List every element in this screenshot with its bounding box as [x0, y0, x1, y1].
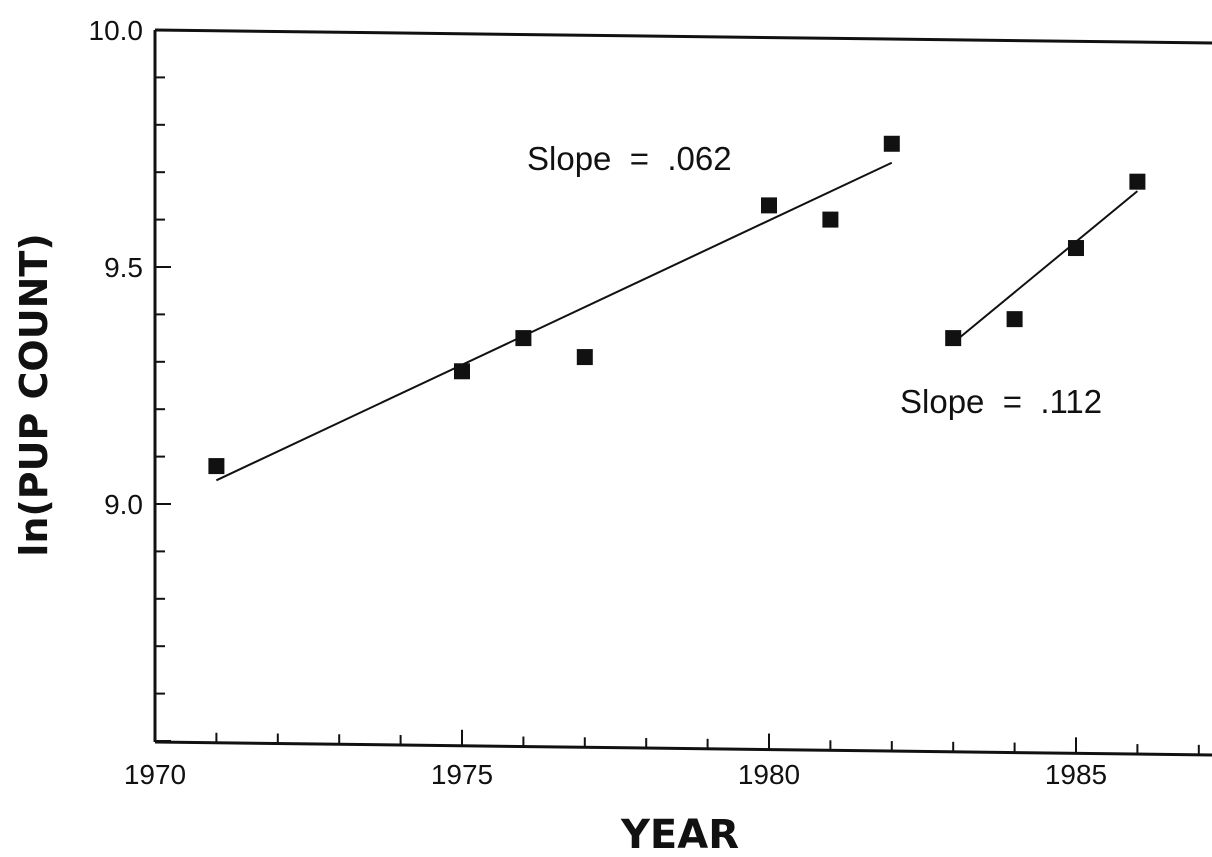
fit-lines — [215, 161, 1139, 482]
x-tick-label: 1975 — [431, 759, 493, 790]
slope-annotation: Slope = .062 — [527, 140, 732, 177]
data-point — [945, 330, 962, 347]
data-points — [208, 135, 1146, 475]
plot-top-border — [154, 28, 1212, 45]
y-tick-label: 10.0 — [89, 15, 144, 46]
x-axis-line — [154, 740, 1212, 757]
slope-annotations: Slope = .062 Slope = .112 — [527, 140, 1102, 420]
x-tick-label: 1980 — [738, 759, 800, 790]
data-point — [883, 135, 900, 152]
data-point — [454, 363, 470, 380]
y-tick-labels: 9.0 9.5 10.0 — [89, 15, 144, 520]
y-tick-label: 9.0 — [104, 489, 143, 520]
x-axis-title: YEAR — [620, 812, 739, 857]
data-point — [822, 211, 839, 228]
y-axis-title: ln(PUP COUNT) — [12, 233, 56, 556]
y-tick-label: 9.5 — [104, 252, 143, 283]
data-point — [1068, 240, 1084, 257]
plot-frame — [153, 28, 1212, 757]
axis-ticks — [154, 29, 1200, 755]
data-point — [761, 197, 777, 214]
data-point — [1129, 173, 1146, 190]
data-point — [1006, 311, 1023, 328]
x-tick-labels: 1970 1975 1980 1985 — [124, 759, 1107, 790]
data-point — [576, 349, 593, 366]
x-tick-label: 1970 — [124, 759, 186, 790]
fit-line — [215, 161, 893, 482]
x-tick-label: 1985 — [1045, 759, 1107, 790]
slope-annotation: Slope = .112 — [900, 383, 1102, 420]
data-point — [515, 330, 532, 347]
fit-line — [952, 190, 1139, 344]
data-point — [208, 458, 225, 475]
